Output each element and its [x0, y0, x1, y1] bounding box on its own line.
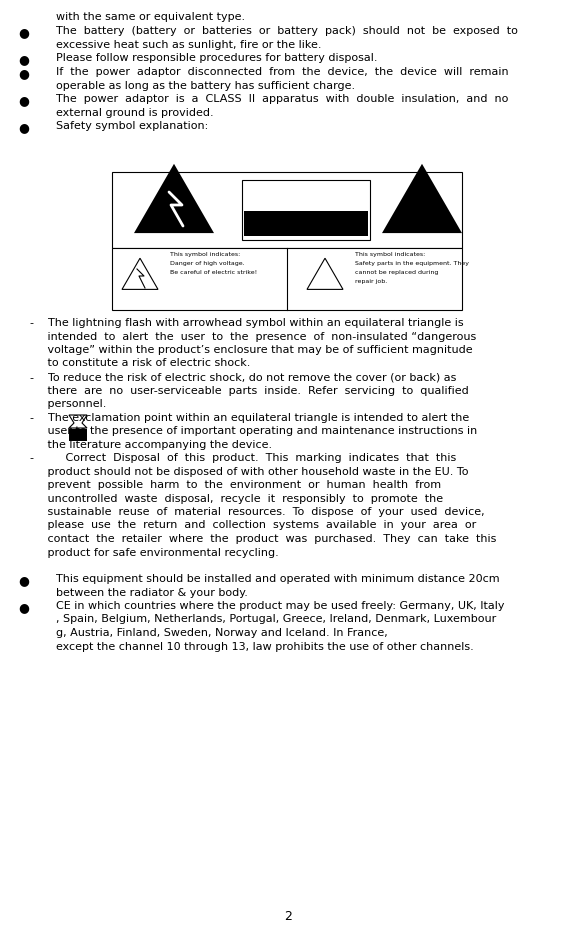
Text: except the channel 10 through 13, law prohibits the use of other channels.: except the channel 10 through 13, law pr…: [56, 642, 474, 651]
Text: ●: ●: [18, 53, 29, 66]
Bar: [244, 211, 368, 236]
Text: product should not be disposed of with other household waste in the EU. To: product should not be disposed of with o…: [30, 467, 469, 476]
Text: personnel.: personnel.: [30, 399, 106, 409]
Text: If  the  power  adaptor  disconnected  from  the  device,  the  device  will  re: If the power adaptor disconnected from t…: [56, 67, 508, 77]
Text: uncontrolled  waste  disposal,  recycle  it  responsibly  to  promote  the: uncontrolled waste disposal, recycle it …: [30, 493, 443, 503]
Text: contact  the  retailer  where  the  product  was  purchased.  They  can  take  t: contact the retailer where the product w…: [30, 534, 496, 544]
Text: -    The exclamation point within an equilateral triangle is intended to alert t: - The exclamation point within an equila…: [30, 413, 469, 423]
Text: operable as long as the battery has sufficient charge.: operable as long as the battery has suff…: [56, 81, 355, 90]
Text: Please follow responsible procedures for battery disposal.: Please follow responsible procedures for…: [56, 53, 377, 63]
Text: there  are  no  user-serviceable  parts  inside.  Refer  servicing  to  qualifie: there are no user-serviceable parts insi…: [30, 386, 469, 395]
Text: The  power  adaptor  is  a  CLASS  II  apparatus  with  double  insulation,  and: The power adaptor is a CLASS II apparatu…: [56, 94, 508, 104]
Text: -    The lightning flash with arrowhead symbol within an equilateral triangle is: - The lightning flash with arrowhead sym…: [30, 318, 464, 328]
Bar: [242, 180, 370, 240]
Text: This symbol indicates:: This symbol indicates:: [355, 252, 425, 257]
Polygon shape: [307, 258, 343, 290]
Text: intended  to  alert  the  user  to  the  presence  of  non-insulated “dangerous: intended to alert the user to the presen…: [30, 331, 476, 342]
Text: prevent  possible  harm  to  the  environment  or  human  health  from: prevent possible harm to the environment…: [30, 480, 441, 490]
Text: CAUTION: CAUTION: [275, 190, 337, 203]
Text: ●: ●: [18, 601, 29, 614]
Text: the literature accompanying the device.: the literature accompanying the device.: [30, 440, 272, 450]
Text: product for safe environmental recycling.: product for safe environmental recycling…: [30, 548, 279, 557]
Text: please  use  the  return  and  collection  systems  available  in  your  area  o: please use the return and collection sys…: [30, 520, 476, 531]
Text: sustainable  reuse  of  material  resources.  To  dispose  of  your  used  devic: sustainable reuse of material resources.…: [30, 507, 485, 517]
Text: RISK OF ELECTRIC SHOCK: RISK OF ELECTRIC SHOCK: [271, 216, 341, 221]
Text: Danger of high voltage.: Danger of high voltage.: [170, 261, 245, 266]
Text: with the same or equivalent type.: with the same or equivalent type.: [56, 12, 245, 22]
Text: cannot be replaced during: cannot be replaced during: [355, 270, 439, 275]
Text: voltage” within the product’s enclosure that may be of sufficient magnitude: voltage” within the product’s enclosure …: [30, 345, 473, 355]
Text: ●: ●: [18, 26, 29, 39]
Text: ●: ●: [18, 94, 29, 107]
Text: DO NOT OPEN: DO NOT OPEN: [287, 227, 325, 231]
Text: external ground is provided.: external ground is provided.: [56, 107, 213, 118]
Polygon shape: [382, 164, 462, 233]
Text: The  battery  (battery  or  batteries  or  battery  pack)  should  not  be  expo: The battery (battery or batteries or bat…: [56, 26, 518, 36]
Text: between the radiator & your body.: between the radiator & your body.: [56, 587, 248, 598]
Text: !: !: [323, 281, 327, 287]
Text: This symbol indicates:: This symbol indicates:: [170, 252, 240, 257]
Polygon shape: [122, 258, 158, 290]
Polygon shape: [134, 164, 214, 233]
Text: to constitute a risk of electric shock.: to constitute a risk of electric shock.: [30, 359, 250, 369]
Bar: [112, 172, 462, 248]
Text: ●: ●: [18, 121, 29, 134]
Text: Safety parts in the equipment. They: Safety parts in the equipment. They: [355, 261, 469, 266]
Bar: [112, 248, 462, 310]
Text: Safety symbol explanation:: Safety symbol explanation:: [56, 121, 208, 131]
Text: excessive heat such as sunlight, fire or the like.: excessive heat such as sunlight, fire or…: [56, 40, 321, 50]
Text: Be careful of electric strike!: Be careful of electric strike!: [170, 270, 257, 275]
Text: repair job.: repair job.: [355, 279, 387, 284]
Text: ●: ●: [18, 67, 29, 80]
Text: This equipment should be installed and operated with minimum distance 20cm: This equipment should be installed and o…: [56, 574, 500, 584]
Text: , Spain, Belgium, Netherlands, Portugal, Greece, Ireland, Denmark, Luxembour: , Spain, Belgium, Netherlands, Portugal,…: [56, 614, 496, 625]
Text: ●: ●: [18, 574, 29, 587]
Text: g, Austria, Finland, Sweden, Norway and Iceland. In France,: g, Austria, Finland, Sweden, Norway and …: [56, 628, 388, 638]
Text: !: !: [419, 213, 425, 223]
Bar: [69, 429, 87, 441]
Text: user to the presence of important operating and maintenance instructions in: user to the presence of important operat…: [30, 426, 477, 437]
Text: CE in which countries where the product may be used freely: Germany, UK, Italy: CE in which countries where the product …: [56, 601, 504, 611]
Text: 2: 2: [284, 910, 293, 923]
Text: -         Correct  Disposal  of  this  product.  This  marking  indicates  that : - Correct Disposal of this product. This…: [30, 453, 456, 463]
Text: -    To reduce the risk of electric shock, do not remove the cover (or back) as: - To reduce the risk of electric shock, …: [30, 372, 456, 382]
